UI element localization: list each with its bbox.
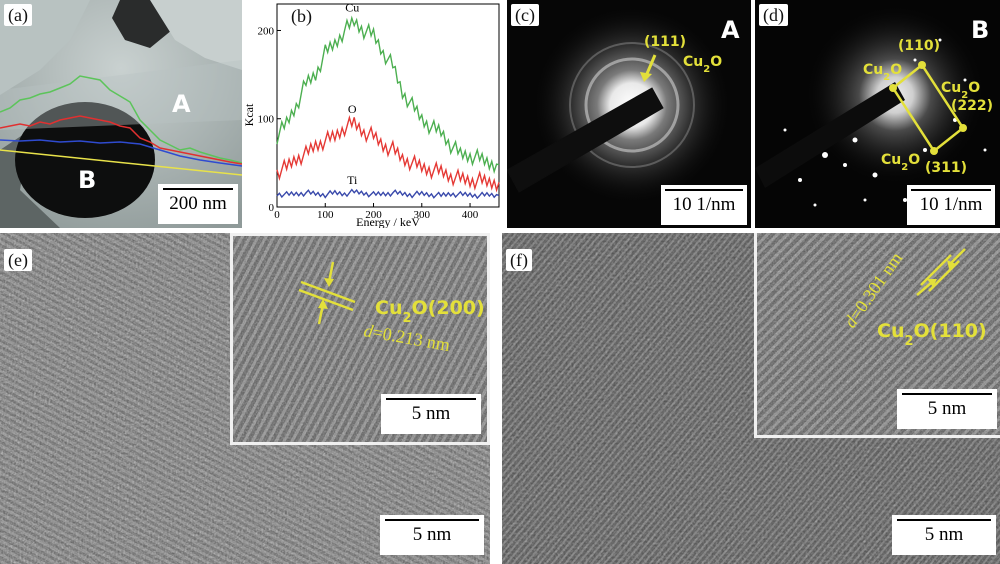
fringe-marker-f2	[928, 260, 960, 292]
panel-e-label: (e)	[4, 249, 32, 271]
panel-d-image: (110) (222) (311) Cu2O Cu2O Cu2O B	[755, 5, 993, 207]
phase-label-d2: Cu2O	[941, 80, 980, 101]
arrow-111-head	[640, 72, 652, 82]
arrow-top-f	[950, 248, 966, 264]
panel-d: (110) (222) (311) Cu2O Cu2O Cu2O B (d) 1…	[755, 0, 1000, 228]
x-tick-label: 300	[414, 209, 431, 221]
x-tick-label: 400	[462, 209, 479, 221]
panel-d-label: (d)	[759, 4, 788, 26]
region-a-label-c: A	[721, 16, 740, 44]
panel-a-label: (a)	[4, 4, 32, 26]
fringe-marker-1	[300, 280, 356, 304]
panel-f-label: (f)	[506, 249, 532, 271]
panel-c-scale-text: 10 1/nm	[672, 194, 736, 215]
panel-f-inset-scale-text: 5 nm	[927, 398, 967, 419]
beam-stopper-d	[755, 82, 905, 188]
x-tick-label: 0	[274, 209, 280, 221]
panel-a-scalebar: 200 nm	[158, 184, 238, 224]
panel-e-inset-scale-text: 5 nm	[411, 403, 451, 424]
panel-e-inset-scalebar: 5 nm	[381, 394, 481, 434]
arrow-111-shaft	[644, 54, 657, 77]
y-tick-label: 200	[258, 25, 275, 37]
line-scan-path	[0, 149, 242, 176]
particle-b	[15, 102, 155, 218]
phase-label-c: Cu2O	[683, 54, 722, 75]
panel-f-scalebar: 5 nm	[892, 515, 996, 555]
y-tick-label: 100	[258, 114, 275, 126]
diffraction-ring-outer	[569, 42, 695, 168]
series-label-o: O	[348, 102, 357, 116]
panel-a-image: A B	[0, 0, 242, 228]
series-line-ti	[276, 188, 500, 200]
x-tick-label: 200	[365, 209, 382, 221]
panel-d-scalebar: 10 1/nm	[907, 185, 995, 225]
panel-e-inset: Cu2O(200) d=0.213 nm 5 nm	[230, 233, 490, 445]
fringe-marker-2	[298, 288, 354, 312]
fringe-marker-f1	[920, 254, 952, 286]
diffraction-ring-111	[584, 57, 680, 153]
series-label-cu: Cu	[345, 1, 359, 15]
beam-stopper	[507, 87, 664, 193]
phase-label-d3: Cu2O	[881, 152, 920, 173]
region-b-label-d: B	[971, 16, 989, 44]
phase-label-f: Cu2O(110)	[877, 320, 987, 349]
panel-f-inset-image: d=0.301 nm Cu2O(110)	[757, 233, 1000, 435]
arrow-bottom-f	[916, 282, 932, 296]
eds-profile-cu	[0, 75, 242, 164]
x-tick-label: 100	[317, 209, 334, 221]
region-a-label: A	[172, 90, 191, 118]
chart-x-axis-label: Energy / keV	[356, 215, 420, 228]
indexed-spots	[889, 61, 967, 155]
panel-a: A B (a) 200 nm	[0, 0, 242, 228]
chart-frame	[276, 3, 500, 208]
index-110-label: (110)	[898, 38, 940, 54]
panel-b-label: (b)	[287, 5, 316, 27]
index-111-label: (111)	[644, 34, 686, 50]
series-line-cu	[276, 15, 500, 175]
panel-e: (e) 5 nm C	[0, 233, 490, 564]
chart-y-axis-label: Kcat	[243, 103, 256, 126]
panel-e-scalebar: 5 nm	[380, 515, 484, 555]
panel-e-scale-text: 5 nm	[412, 524, 452, 545]
series-label-ti: Ti	[347, 173, 358, 187]
panel-c-image: (111) Cu2O A	[507, 5, 740, 205]
panel-c: (111) Cu2O A (c) 10 1/nm	[507, 0, 751, 228]
panel-f-scale-text: 5 nm	[924, 524, 964, 545]
panel-f: (f) 5 nm d	[502, 233, 1000, 564]
y-tick-label: 0	[269, 202, 275, 214]
phase-label-e: Cu2O(200)	[375, 297, 485, 326]
index-311-label: (311)	[925, 160, 967, 176]
series-line-o	[276, 114, 500, 193]
index-222-label: (222)	[951, 98, 993, 114]
panel-d-scale-text: 10 1/nm	[919, 194, 983, 215]
eds-profile-ti	[0, 139, 242, 167]
panel-a-scale-text: 200 nm	[169, 193, 227, 214]
panel-b: 0 100 200 300 400 0 100 200 Cu O Ti Energy / keV …	[243, 0, 503, 228]
eds-profile-o	[0, 115, 242, 165]
phase-label-d1: Cu2O	[863, 62, 902, 83]
panel-f-inset: d=0.301 nm Cu2O(110) 5 nm	[754, 233, 1000, 438]
panel-c-scalebar: 10 1/nm	[661, 185, 747, 225]
panel-f-inset-scalebar: 5 nm	[897, 389, 997, 429]
diffraction-spots	[783, 38, 987, 207]
region-b-label: B	[78, 166, 96, 194]
panel-c-label: (c)	[511, 4, 539, 26]
